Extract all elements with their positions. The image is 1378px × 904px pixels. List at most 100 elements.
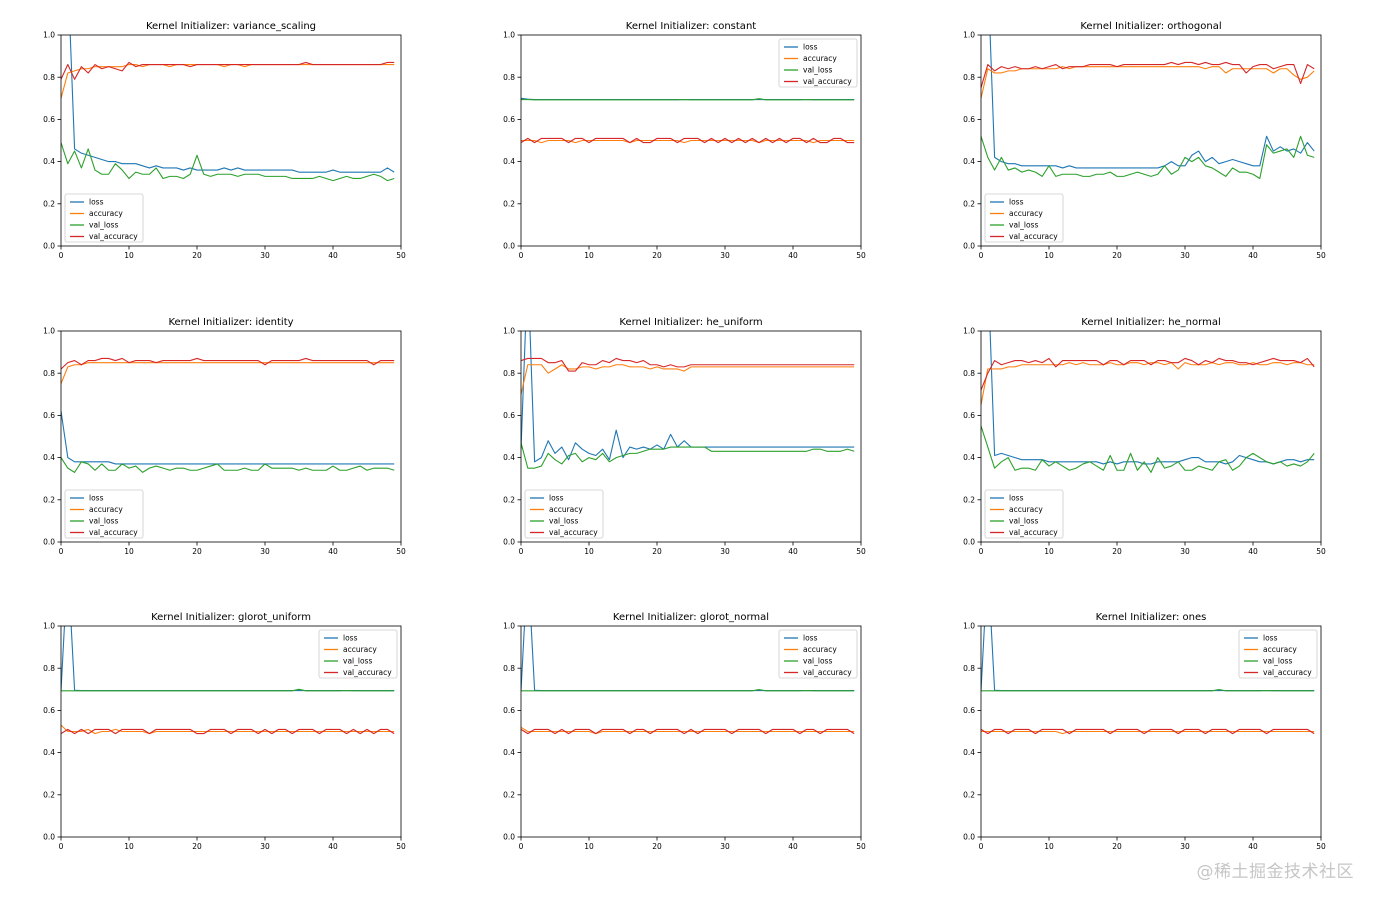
series-line-val-accuracy xyxy=(981,728,1315,735)
y-tick-label: 0.4 xyxy=(503,748,515,757)
y-tick-label: 0.2 xyxy=(503,199,515,208)
legend-label: val_loss xyxy=(1263,657,1292,666)
legend-label: val_accuracy xyxy=(803,77,852,86)
watermark: @稀土掘金技术社区 xyxy=(1196,862,1354,882)
y-tick-label: 0.8 xyxy=(963,73,975,82)
chart-glorot-normal: Kernel Initializer: glorot_normal 0 10 20 30… xyxy=(503,612,866,851)
y-tick-label: 0.2 xyxy=(963,790,975,799)
legend-label: val_accuracy xyxy=(89,232,138,241)
plot-area xyxy=(61,357,395,473)
y-tick-label: 0.6 xyxy=(503,411,515,420)
plot-area xyxy=(981,626,1315,735)
x-tick-label: 40 xyxy=(1248,842,1258,851)
x-tick-label: 50 xyxy=(1316,251,1326,260)
x-tick-label: 10 xyxy=(124,842,134,851)
x-tick-label: 0 xyxy=(519,842,524,851)
y-tick-label: 0.6 xyxy=(963,411,975,420)
legend: loss accuracy val_loss val_accuracy xyxy=(984,489,1064,539)
legend-box xyxy=(64,193,144,243)
series-line-val-loss xyxy=(61,457,395,473)
x-tick-label: 50 xyxy=(396,547,406,556)
series-line-val-loss xyxy=(61,142,395,182)
axes-frame xyxy=(980,330,1322,543)
legend-box xyxy=(64,489,144,539)
x-tick-label: 20 xyxy=(1112,251,1122,260)
x-tick-label: 50 xyxy=(856,547,866,556)
x-tick-label: 30 xyxy=(260,251,270,260)
y-tick-label: 0.6 xyxy=(963,706,975,715)
series-line-val-accuracy xyxy=(521,357,855,372)
y-tick-label: 0.4 xyxy=(43,453,55,462)
y-tick-label: 1.0 xyxy=(503,622,515,631)
y-tick-label: 0.2 xyxy=(503,790,515,799)
series-line-loss xyxy=(521,331,855,463)
x-tick-label: 40 xyxy=(328,842,338,851)
legend-label: loss xyxy=(803,43,818,52)
plot-area xyxy=(981,35,1315,180)
series-line-loss xyxy=(61,411,395,465)
legend-box xyxy=(318,629,398,679)
axes-frame xyxy=(520,330,862,543)
x-tick-label: 10 xyxy=(124,251,134,260)
axes-frame xyxy=(520,625,862,838)
x-tick-label: 10 xyxy=(584,842,594,851)
legend-label: val_accuracy xyxy=(343,668,392,677)
y-tick-label: 0.2 xyxy=(43,199,55,208)
y-tick-label: 0.0 xyxy=(43,538,55,547)
y-tick-label: 0.6 xyxy=(43,115,55,124)
chart-title: Kernel Initializer: variance_scaling xyxy=(146,21,316,32)
x-tick-label: 50 xyxy=(856,842,866,851)
legend-label: accuracy xyxy=(549,505,583,514)
legend-label: val_accuracy xyxy=(1009,232,1058,241)
legend-label: val_loss xyxy=(1009,517,1038,526)
legend: loss accuracy val_loss val_accuracy xyxy=(64,489,144,539)
chart-title: Kernel Initializer: identity xyxy=(168,317,293,328)
x-tick-label: 30 xyxy=(260,547,270,556)
plot-area xyxy=(521,97,855,144)
x-tick-label: 10 xyxy=(124,547,134,556)
legend-label: accuracy xyxy=(803,645,837,654)
series-line-val-accuracy xyxy=(61,728,395,735)
legend: loss accuracy val_loss val_accuracy xyxy=(1238,629,1318,679)
legend-label: loss xyxy=(803,634,818,643)
y-tick-label: 1.0 xyxy=(963,327,975,336)
axes-frame xyxy=(60,330,402,543)
chart-title: Kernel Initializer: orthogonal xyxy=(1080,21,1221,32)
axes-frame xyxy=(520,34,862,247)
legend-label: accuracy xyxy=(89,505,123,514)
chart-title: Kernel Initializer: glorot_uniform xyxy=(151,612,311,623)
series-line-val-loss xyxy=(981,425,1315,473)
y-tick-label: 0.8 xyxy=(963,369,975,378)
axes-frame xyxy=(60,625,402,838)
x-tick-label: 20 xyxy=(192,251,202,260)
x-tick-label: 40 xyxy=(788,547,798,556)
y-tick-label: 0.6 xyxy=(503,706,515,715)
x-tick-label: 20 xyxy=(1112,842,1122,851)
y-tick-label: 0.0 xyxy=(503,242,515,251)
y-tick-label: 1.0 xyxy=(963,622,975,631)
x-tick-label: 50 xyxy=(1316,842,1326,851)
legend-box xyxy=(524,489,604,539)
y-tick-label: 0.4 xyxy=(963,748,975,757)
x-tick-label: 50 xyxy=(396,251,406,260)
series-line-val-accuracy xyxy=(981,61,1315,88)
x-tick-label: 40 xyxy=(328,251,338,260)
legend-box xyxy=(778,38,858,88)
y-tick-label: 0.4 xyxy=(503,157,515,166)
y-tick-label: 0.4 xyxy=(963,157,975,166)
legend-label: accuracy xyxy=(803,54,837,63)
y-tick-label: 1.0 xyxy=(963,31,975,40)
legend-label: val_accuracy xyxy=(803,668,852,677)
x-tick-label: 30 xyxy=(720,842,730,851)
y-tick-label: 0.0 xyxy=(43,242,55,251)
y-tick-label: 1.0 xyxy=(43,31,55,40)
legend-label: val_loss xyxy=(549,517,578,526)
x-tick-label: 0 xyxy=(979,842,984,851)
legend-box xyxy=(984,193,1064,243)
x-tick-label: 10 xyxy=(1044,842,1054,851)
x-tick-label: 30 xyxy=(1180,547,1190,556)
legend: loss accuracy val_loss val_accuracy xyxy=(984,193,1064,243)
x-tick-label: 10 xyxy=(1044,251,1054,260)
x-tick-label: 30 xyxy=(260,842,270,851)
